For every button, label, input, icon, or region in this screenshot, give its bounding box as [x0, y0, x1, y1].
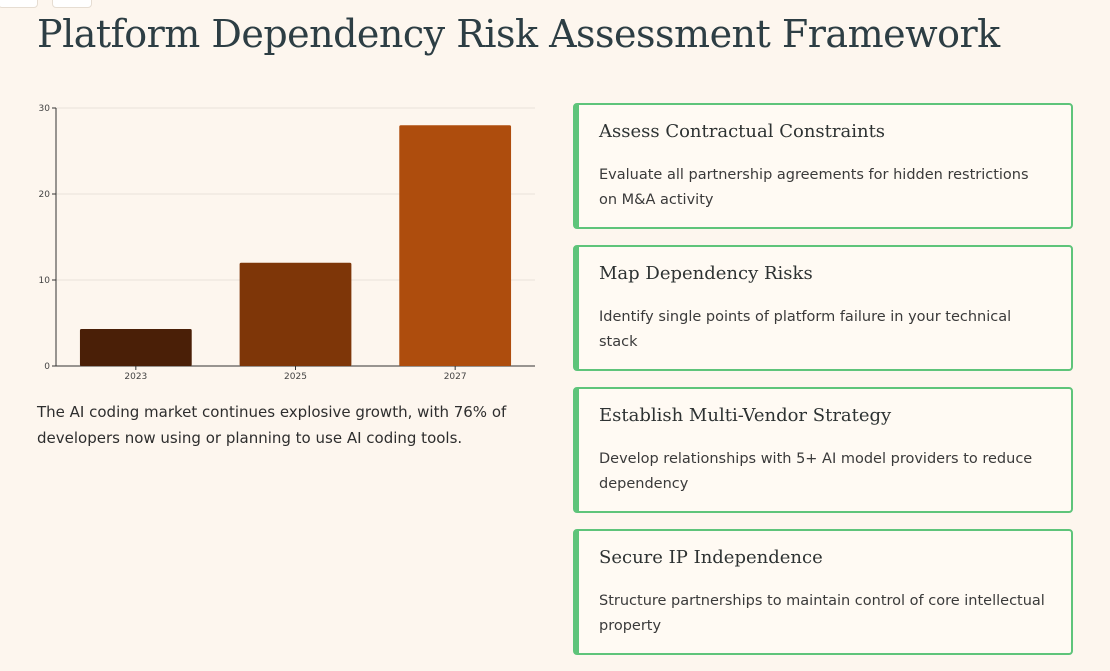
card-description: Evaluate all partnership agreements for … [599, 167, 1029, 208]
card-title: Map Dependency Risks [599, 263, 813, 284]
card-description: Identify single points of platform failu… [599, 309, 1012, 350]
browser-tab[interactable] [0, 0, 38, 8]
bar-chart-svg: 0 10 20 30 2023 2025 2027 [39, 104, 535, 382]
bar-2023 [79, 329, 192, 366]
x-tick-label: 2027 [444, 372, 467, 382]
x-tick-label: 2025 [284, 372, 307, 382]
bar-chart: 0 10 20 30 2023 2025 2027 [30, 100, 540, 385]
y-tick-label: 30 [39, 104, 51, 114]
framework-steps-list: Assess Contractual Constraints Evaluate … [573, 103, 1073, 671]
framework-card-multivendor: Establish Multi-Vendor Strategy Develop … [573, 387, 1073, 513]
browser-tab[interactable] [52, 0, 92, 8]
framework-card-contractual: Assess Contractual Constraints Evaluate … [573, 103, 1073, 229]
card-title: Assess Contractual Constraints [599, 121, 886, 142]
bar-2025 [239, 262, 352, 366]
y-tick-label: 20 [39, 190, 51, 200]
x-tick-label: 2023 [124, 372, 147, 382]
card-title: Secure IP Independence [599, 547, 823, 568]
framework-card-dependency: Map Dependency Risks Identify single poi… [573, 245, 1073, 371]
card-description: Structure partnerships to maintain contr… [599, 593, 1045, 634]
card-title: Establish Multi-Vendor Strategy [599, 405, 892, 426]
page-title: Platform Dependency Risk Assessment Fram… [37, 12, 1000, 56]
card-description: Develop relationships with 5+ AI model p… [599, 451, 1033, 492]
chart-caption: The AI coding market continues explosive… [37, 403, 507, 447]
bar-2027 [399, 125, 512, 366]
y-tick-label: 0 [44, 362, 50, 372]
framework-card-ip: Secure IP Independence Structure partner… [573, 529, 1073, 655]
y-tick-label: 10 [39, 276, 51, 286]
